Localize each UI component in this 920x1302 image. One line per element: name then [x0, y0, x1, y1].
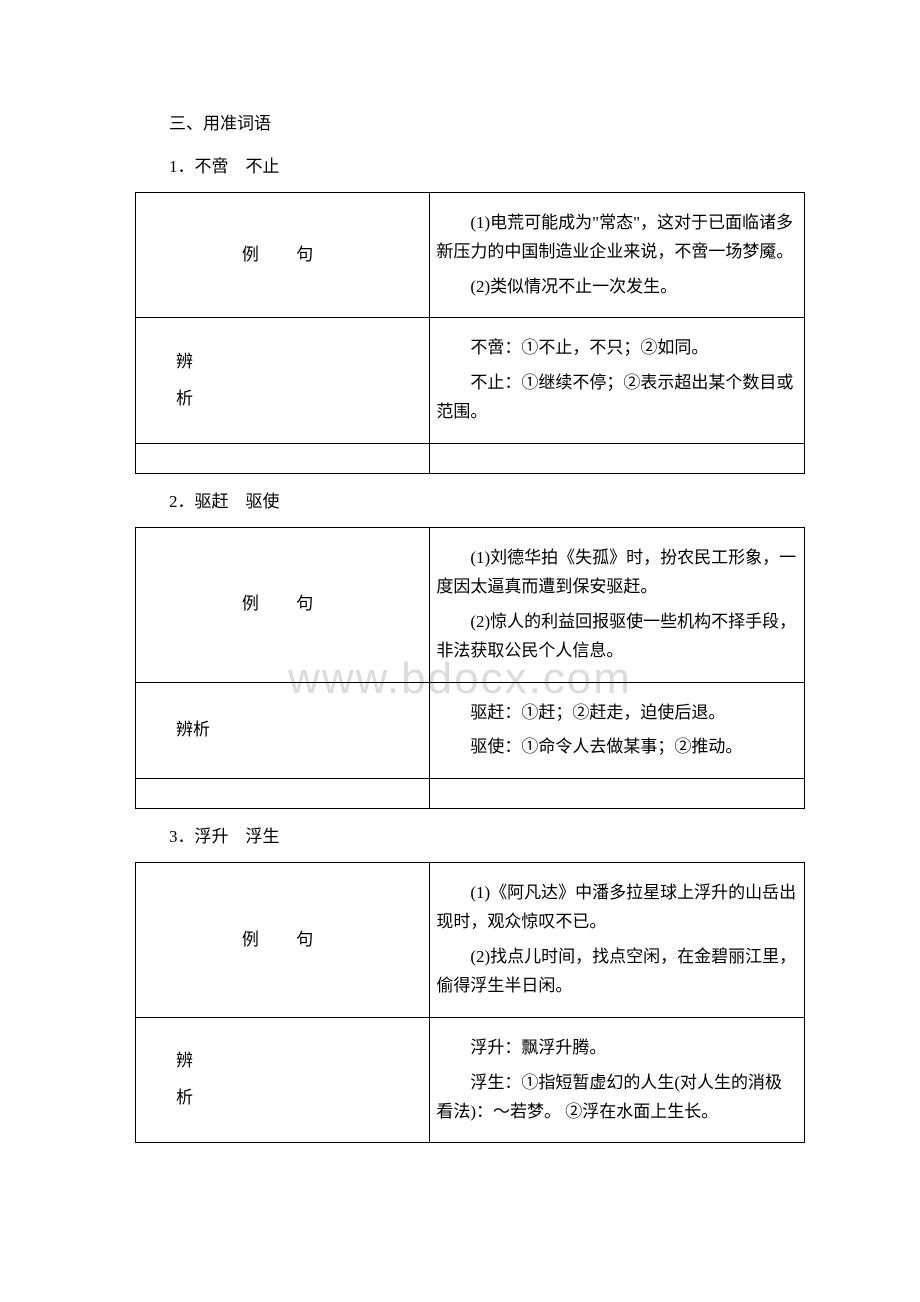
row-content: (1)《阿凡达》中潘多拉星球上浮升的山岳出现时，观众惊叹不已。 (2)找点儿时间…: [430, 863, 805, 1018]
row-content: 不啻：①不止，不只；②如同。 不止：①继续不停；②表示超出某个数目或范围。: [430, 318, 805, 444]
table-row: 例 句 (1)《阿凡达》中潘多拉星球上浮升的山岳出现时，观众惊叹不已。 (2)找…: [136, 863, 805, 1018]
analysis-text: 浮升：飘浮升腾。: [436, 1034, 798, 1063]
item-title: 3．浮升 浮生: [135, 823, 805, 852]
row-content: (1)刘德华拍《失孤》时，扮农民工形象，一度因太逼真而遭到保安驱赶。 (2)惊人…: [430, 528, 805, 683]
row-content: (1)电荒可能成为"常态"，这对于已面临诸多新压力的中国制造业企业来说，不啻一场…: [430, 192, 805, 318]
vocab-table: 例 句 (1)电荒可能成为"常态"，这对于已面临诸多新压力的中国制造业企业来说，…: [135, 192, 805, 474]
section-heading: 三、用准词语: [135, 110, 805, 139]
table-row: 例 句 (1)刘德华拍《失孤》时，扮农民工形象，一度因太逼真而遭到保安驱赶。 (…: [136, 528, 805, 683]
vocab-table: 例 句 (1)《阿凡达》中潘多拉星球上浮升的山岳出现时，观众惊叹不已。 (2)找…: [135, 862, 805, 1143]
example-sentence: (2)找点儿时间，找点空闲，在金碧丽江里，偷得浮生半日闲。: [436, 943, 798, 1001]
item-title: 1．不啻 不止: [135, 153, 805, 182]
example-sentence: (1)刘德华拍《失孤》时，扮农民工形象，一度因太逼真而遭到保安驱赶。: [436, 544, 798, 602]
analysis-text: 浮生：①指短暂虚幻的人生(对人生的消极看法)：～若梦。 ②浮在水面上生长。: [436, 1069, 798, 1127]
table-row: 例 句 (1)电荒可能成为"常态"，这对于已面临诸多新压力的中国制造业企业来说，…: [136, 192, 805, 318]
example-sentence: (2)类似情况不止一次发生。: [436, 273, 798, 302]
example-sentence: (2)惊人的利益回报驱使一些机构不择手段，非法获取公民个人信息。: [436, 608, 798, 666]
example-sentence: (1)电荒可能成为"常态"，这对于已面临诸多新压力的中国制造业企业来说，不啻一场…: [436, 209, 798, 267]
row-label: 辨 析: [136, 1017, 430, 1143]
table-row: 辨析 驱赶：①赶；②赶走，迫使后退。 驱使：①命令人去做某事；②推动。: [136, 682, 805, 779]
row-label: 辨析: [136, 682, 430, 779]
vocab-table: 例 句 (1)刘德华拍《失孤》时，扮农民工形象，一度因太逼真而遭到保安驱赶。 (…: [135, 527, 805, 809]
row-content: 浮升：飘浮升腾。 浮生：①指短暂虚幻的人生(对人生的消极看法)：～若梦。 ②浮在…: [430, 1017, 805, 1143]
analysis-text: 不啻：①不止，不只；②如同。: [436, 334, 798, 363]
table-row-empty: [136, 444, 805, 474]
row-label: 辨 析: [136, 318, 430, 444]
table-row: 辨 析 不啻：①不止，不只；②如同。 不止：①继续不停；②表示超出某个数目或范围…: [136, 318, 805, 444]
row-label: 例 句: [136, 863, 430, 1018]
row-label: 例 句: [136, 192, 430, 318]
item-title: 2．驱赶 驱使: [135, 488, 805, 517]
row-content: 驱赶：①赶；②赶走，迫使后退。 驱使：①命令人去做某事；②推动。: [430, 682, 805, 779]
example-sentence: (1)《阿凡达》中潘多拉星球上浮升的山岳出现时，观众惊叹不已。: [436, 879, 798, 937]
row-label: 例 句: [136, 528, 430, 683]
document-content: 三、用准词语 1．不啻 不止 例 句 (1)电荒可能成为"常态"，这对于已面临诸…: [135, 110, 805, 1143]
analysis-text: 驱赶：①赶；②赶走，迫使后退。: [436, 699, 798, 728]
table-row-empty: [136, 779, 805, 809]
analysis-text: 驱使：①命令人去做某事；②推动。: [436, 733, 798, 762]
table-row: 辨 析 浮升：飘浮升腾。 浮生：①指短暂虚幻的人生(对人生的消极看法)：～若梦。…: [136, 1017, 805, 1143]
analysis-text: 不止：①继续不停；②表示超出某个数目或范围。: [436, 369, 798, 427]
